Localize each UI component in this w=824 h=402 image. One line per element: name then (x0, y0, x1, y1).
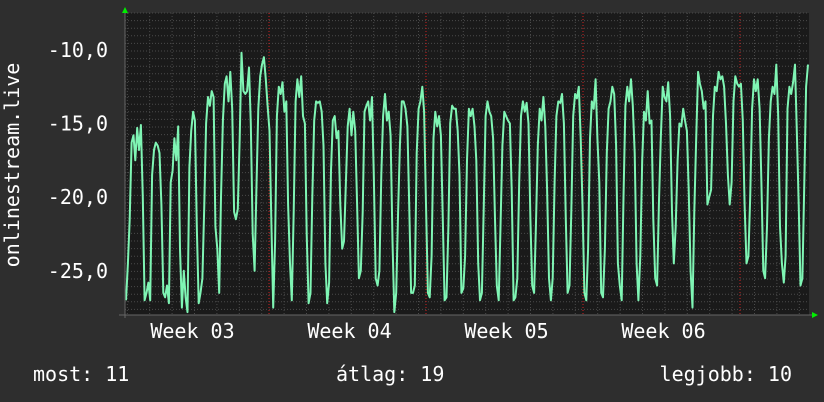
series-line (125, 51, 809, 314)
y-tick-label: -20,0 (48, 185, 108, 209)
y-axis-label: onlinestream.live (0, 63, 24, 268)
best-value-label: legjobb: 10 (659, 362, 792, 386)
x-tick-label: Week 03 (150, 319, 234, 343)
axes (119, 7, 818, 318)
x-tick-label: Week 04 (307, 319, 391, 343)
average-value-label: átlag: 19 (336, 362, 445, 386)
y-axis-arrow-icon (122, 7, 128, 13)
current-value-label: most: 11 (33, 362, 130, 386)
x-axis-arrow-icon (812, 312, 818, 318)
y-tick-label: -15,0 (48, 112, 108, 136)
y-tick-label: -10,0 (48, 38, 108, 62)
y-tick-labels: -10,0 -15,0 -20,0 -25,0 (48, 38, 108, 283)
x-tick-label: Week 06 (621, 319, 705, 343)
x-tick-labels: Week 03 Week 04 Week 05 Week 06 (150, 319, 705, 343)
y-tick-label: -25,0 (48, 259, 108, 283)
x-tick-label: Week 05 (464, 319, 548, 343)
